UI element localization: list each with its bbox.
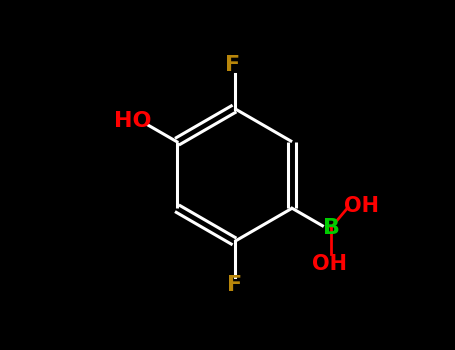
- Text: F: F: [225, 55, 240, 75]
- Text: HO: HO: [114, 111, 152, 131]
- Text: OH: OH: [312, 254, 347, 274]
- Text: B: B: [323, 217, 339, 238]
- Text: OH: OH: [344, 196, 379, 216]
- Text: F: F: [227, 275, 242, 295]
